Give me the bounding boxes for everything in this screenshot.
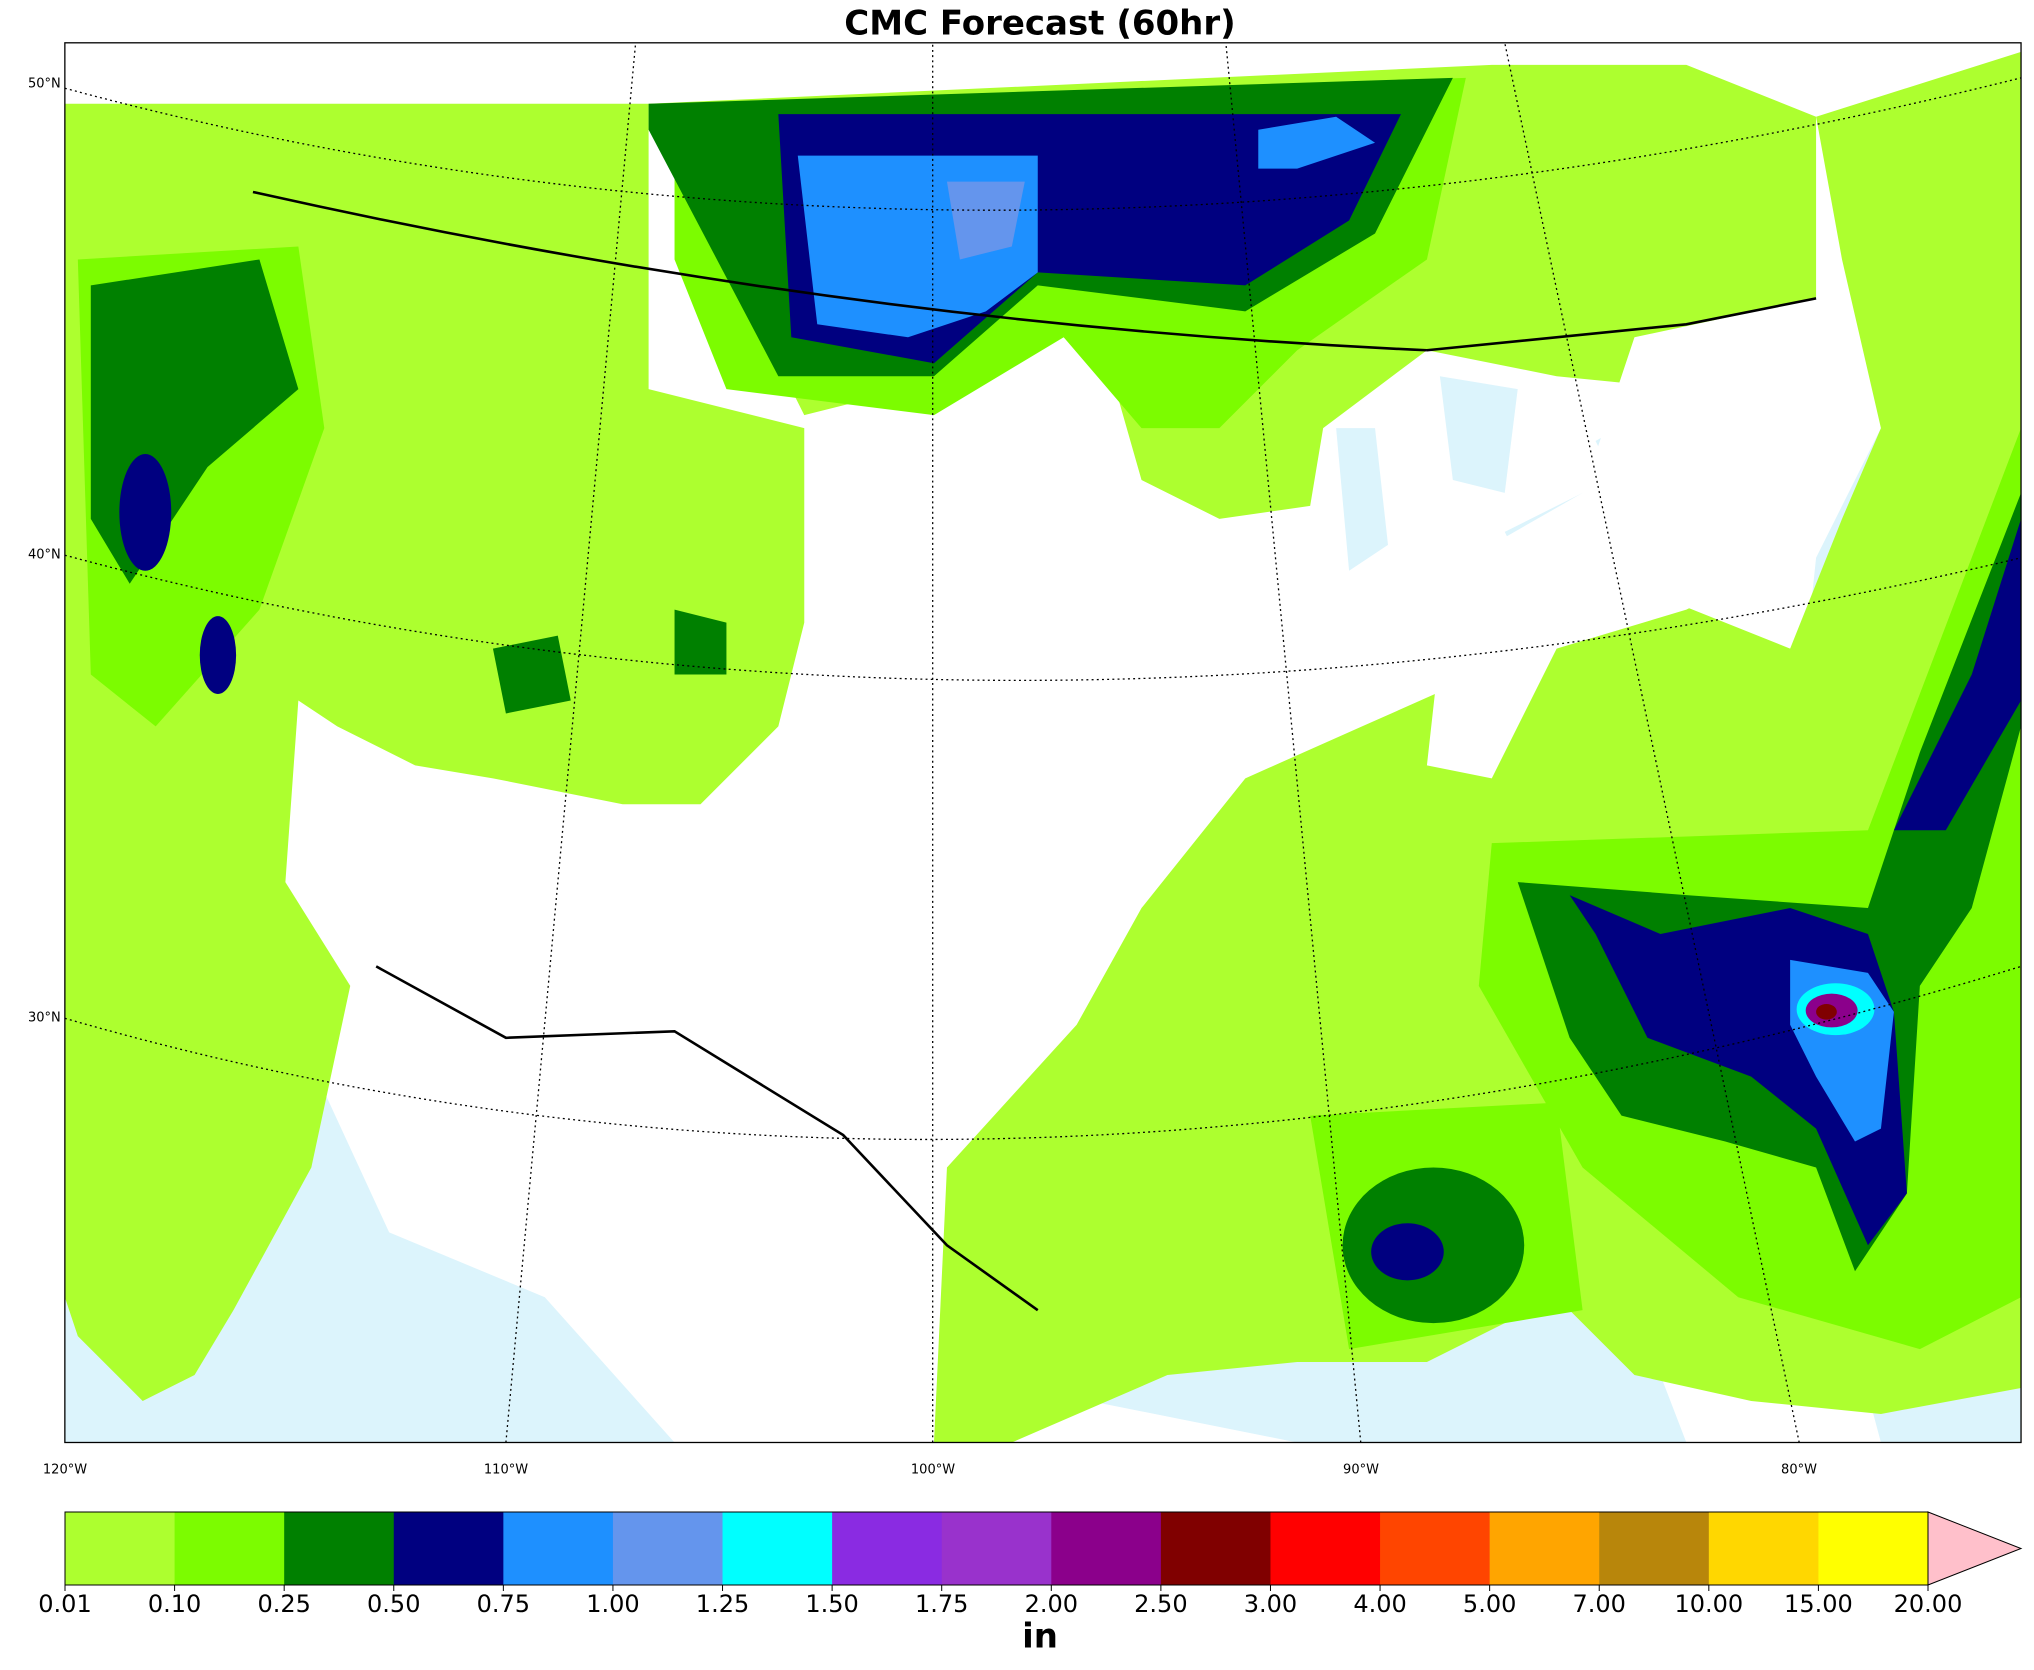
colorbar-tick-label: 0.01 bbox=[38, 1590, 91, 1618]
colorbar-extension bbox=[1927, 1511, 2023, 1586]
colorbar-segment bbox=[1270, 1512, 1381, 1585]
colorbar: 0.01 0.10 0.25 0.50 0.75 1.00 1.25 1.50 1.75 2.00… bbox=[38, 1511, 2023, 1657]
colorbar-segment bbox=[503, 1512, 614, 1585]
colorbar-segment bbox=[941, 1512, 1052, 1585]
map-frame bbox=[64, 42, 2022, 1444]
colorbar-segment bbox=[1818, 1512, 1929, 1585]
title: CMC Forecast (60hr) bbox=[844, 4, 1235, 44]
colorbar-segment bbox=[1051, 1512, 1162, 1585]
lat-label: 50°N bbox=[28, 77, 61, 92]
colorbar-tick-label: 1.25 bbox=[696, 1590, 749, 1618]
colorbar-segment bbox=[832, 1512, 943, 1585]
colorbar-segment bbox=[65, 1512, 176, 1585]
colorbar-tick-label: 7.00 bbox=[1573, 1590, 1626, 1618]
precip-area bbox=[1816, 1004, 1837, 1020]
colorbar-tick-label: 1.75 bbox=[915, 1590, 968, 1618]
colorbar-tick-label: 0.25 bbox=[257, 1590, 310, 1618]
colorbar-tick-label: 4.00 bbox=[1353, 1590, 1406, 1618]
lat-label: 30°N bbox=[28, 1011, 61, 1026]
precip-area bbox=[1371, 1223, 1444, 1281]
lon-label: 80°W bbox=[1781, 1463, 1817, 1478]
colorbar-frame bbox=[64, 1511, 1929, 1586]
lon-label: 110°W bbox=[484, 1463, 528, 1478]
colorbar-tick-label: 5.00 bbox=[1463, 1590, 1516, 1618]
lon-label: 120°W bbox=[43, 1463, 87, 1478]
colorbar-segment bbox=[174, 1512, 285, 1585]
precip-area bbox=[77, 77, 2022, 1350]
colorbar-tick-label: 10.00 bbox=[1674, 1590, 1743, 1618]
lon-label: 100°W bbox=[911, 1463, 955, 1478]
lon-label: 90°W bbox=[1343, 1463, 1379, 1478]
colorbar-tick-label: 20.00 bbox=[1894, 1590, 1963, 1618]
lat-label: 40°N bbox=[28, 548, 61, 563]
border bbox=[252, 190, 1817, 1312]
colorbar-tick-label: 3.00 bbox=[1244, 1590, 1297, 1618]
colorbar-segment bbox=[1489, 1512, 1600, 1585]
colorbar-tick-label: 2.50 bbox=[1134, 1590, 1187, 1618]
colorbar-tick-label: 0.75 bbox=[477, 1590, 530, 1618]
colorbar-tick-label: 2.00 bbox=[1025, 1590, 1078, 1618]
precip-area bbox=[199, 616, 237, 695]
colorbar-tick-label: 0.50 bbox=[367, 1590, 420, 1618]
colorbar-tick-label: 0.10 bbox=[148, 1590, 201, 1618]
precip-area bbox=[778, 114, 2022, 1246]
colorbar-label: in bbox=[1022, 1617, 1058, 1657]
colorbar-tick-label: 1.50 bbox=[805, 1590, 858, 1618]
colorbar-tick-label: 15.00 bbox=[1784, 1590, 1853, 1618]
colorbar-segment bbox=[722, 1512, 833, 1585]
colorbar-segment bbox=[1599, 1512, 1710, 1585]
colorbar-segment bbox=[612, 1512, 724, 1585]
colorbar-segment bbox=[1380, 1512, 1491, 1585]
precip-area bbox=[797, 116, 1894, 1142]
land bbox=[1426, 298, 1817, 779]
map-labels: 50°N 40°N 30°N 120°W 110°W 100°W 90°W 80°W bbox=[28, 77, 1817, 1478]
graticule bbox=[64, 42, 2022, 1443]
precip-area bbox=[119, 454, 172, 571]
precip-area bbox=[946, 181, 1025, 260]
colorbar-segment bbox=[1708, 1512, 1819, 1585]
colorbar-segment bbox=[393, 1512, 504, 1585]
colorbar-segment bbox=[284, 1512, 395, 1585]
map bbox=[64, 42, 2022, 1444]
colorbar-segment bbox=[1160, 1512, 1271, 1585]
colorbar-tick-label: 1.00 bbox=[586, 1590, 639, 1618]
